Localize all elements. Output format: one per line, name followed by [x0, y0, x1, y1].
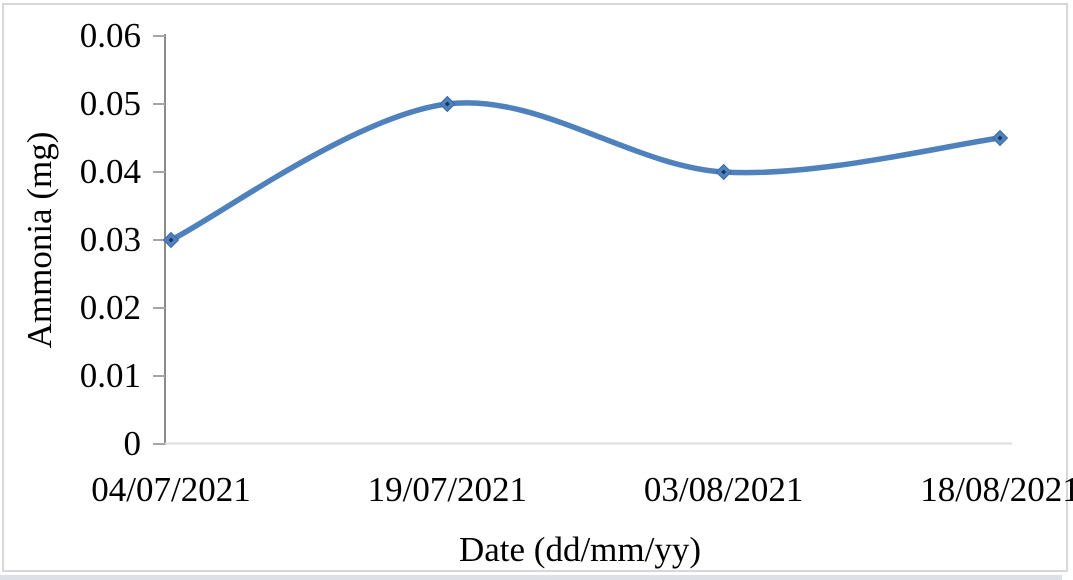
- page-edge-strip: [0, 575, 1062, 580]
- y-tick-label: 0.01: [79, 356, 141, 395]
- y-tick-label: 0.03: [79, 220, 141, 259]
- y-tick-label: 0: [123, 424, 142, 463]
- y-tick-label: 0.05: [79, 84, 141, 123]
- y-tick-label: 0.02: [79, 288, 141, 327]
- x-category-label: 04/07/2021: [91, 470, 251, 509]
- data-point-marker-center: [168, 237, 174, 243]
- x-axis-title: Date (dd/mm/yy): [458, 530, 702, 569]
- x-category-label: 19/07/2021: [367, 470, 528, 509]
- x-category-label: 18/08/2021: [920, 470, 1073, 509]
- y-tick-label: 0.06: [79, 16, 141, 55]
- y-axis-title: Ammonia (mg): [20, 131, 59, 349]
- x-category-label: 03/08/2021: [643, 470, 804, 509]
- y-tick-label: 0.04: [79, 152, 141, 191]
- data-point-marker-center: [444, 101, 450, 107]
- series-line: [168, 100, 1003, 243]
- data-point-marker-center: [997, 135, 1003, 141]
- data-point-marker-center: [721, 169, 727, 175]
